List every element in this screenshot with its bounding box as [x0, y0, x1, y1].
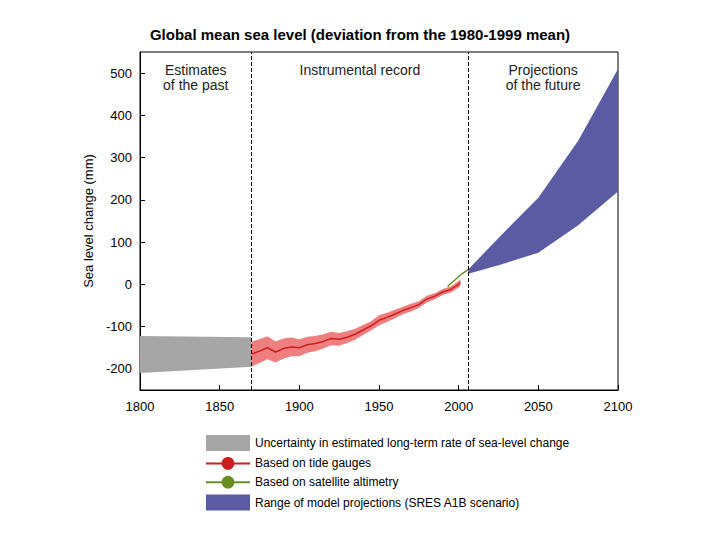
- svg-text:200: 200: [110, 192, 132, 207]
- svg-text:Projections: Projections: [508, 62, 577, 78]
- svg-text:of the past: of the past: [163, 77, 228, 93]
- svg-text:2000: 2000: [444, 399, 473, 414]
- svg-text:1800: 1800: [126, 399, 155, 414]
- svg-text:-200: -200: [106, 361, 132, 376]
- svg-text:Based on tide gauges: Based on tide gauges: [255, 456, 371, 470]
- svg-text:of the future: of the future: [506, 77, 581, 93]
- svg-text:1950: 1950: [365, 399, 394, 414]
- svg-text:300: 300: [110, 150, 132, 165]
- svg-text:Instrumental record: Instrumental record: [300, 62, 421, 78]
- svg-text:400: 400: [110, 108, 132, 123]
- svg-text:Sea level change (mm): Sea level change (mm): [81, 154, 96, 288]
- svg-text:500: 500: [110, 66, 132, 81]
- svg-text:2100: 2100: [604, 399, 633, 414]
- svg-text:Estimates: Estimates: [165, 62, 226, 78]
- svg-text:Uncertainty in estimated long-: Uncertainty in estimated long-term rate …: [255, 436, 569, 450]
- svg-text:2050: 2050: [524, 399, 553, 414]
- svg-text:Global mean sea level (deviati: Global mean sea level (deviation from th…: [150, 26, 570, 43]
- svg-text:100: 100: [110, 235, 132, 250]
- svg-text:Range of model projections (SR: Range of model projections (SRES A1B sce…: [255, 496, 519, 510]
- svg-text:1900: 1900: [285, 399, 314, 414]
- svg-text:0: 0: [125, 277, 132, 292]
- svg-text:1850: 1850: [205, 399, 234, 414]
- svg-text:Based on satellite altimetry: Based on satellite altimetry: [255, 475, 398, 489]
- svg-text:-100: -100: [106, 319, 132, 334]
